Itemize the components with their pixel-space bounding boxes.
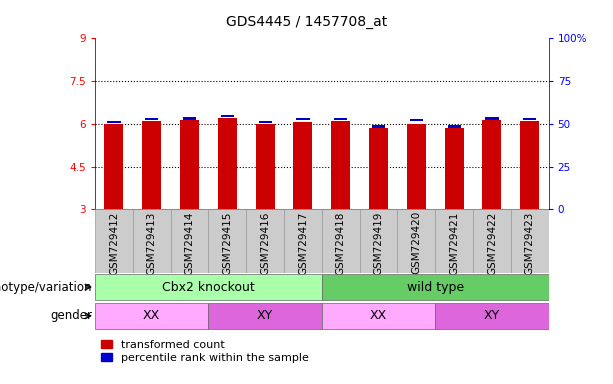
Bar xyxy=(322,274,549,300)
Text: GSM729422: GSM729422 xyxy=(487,211,497,275)
Text: GSM729423: GSM729423 xyxy=(525,211,535,275)
Bar xyxy=(331,121,350,209)
Bar xyxy=(221,115,234,117)
Bar xyxy=(246,209,284,273)
Text: GSM729419: GSM729419 xyxy=(373,211,384,275)
Bar xyxy=(170,209,208,273)
Bar xyxy=(447,125,461,127)
Bar xyxy=(409,119,423,121)
Bar xyxy=(208,209,246,273)
Text: GSM729416: GSM729416 xyxy=(260,211,270,275)
Bar xyxy=(473,209,511,273)
Bar xyxy=(520,121,539,209)
Text: gender: gender xyxy=(50,310,92,322)
Text: GSM729420: GSM729420 xyxy=(411,211,421,275)
Bar xyxy=(95,209,133,273)
Text: GSM729412: GSM729412 xyxy=(109,211,119,275)
Bar xyxy=(95,274,322,300)
Bar xyxy=(107,121,121,123)
Text: wild type: wild type xyxy=(406,281,464,293)
Bar xyxy=(369,128,388,209)
Bar xyxy=(322,303,435,329)
Bar xyxy=(296,118,310,121)
Text: GSM729418: GSM729418 xyxy=(336,211,346,275)
Bar xyxy=(334,118,348,121)
Text: XX: XX xyxy=(143,310,161,322)
Text: GDS4445 / 1457708_at: GDS4445 / 1457708_at xyxy=(226,15,387,29)
Bar xyxy=(218,118,237,209)
Bar xyxy=(523,118,536,121)
Bar xyxy=(397,209,435,273)
Text: XY: XY xyxy=(484,310,500,322)
Bar xyxy=(294,122,313,209)
Bar xyxy=(372,125,385,127)
Bar xyxy=(360,209,397,273)
Bar xyxy=(435,209,473,273)
Bar xyxy=(482,119,501,209)
Bar xyxy=(142,121,161,209)
Legend: transformed count, percentile rank within the sample: transformed count, percentile rank withi… xyxy=(101,339,308,363)
Bar xyxy=(133,209,170,273)
Bar xyxy=(256,124,275,209)
Text: Cbx2 knockout: Cbx2 knockout xyxy=(162,281,255,293)
Bar xyxy=(435,303,549,329)
Bar xyxy=(259,121,272,123)
Bar xyxy=(485,117,498,119)
Bar xyxy=(511,209,549,273)
Bar xyxy=(183,117,196,119)
Bar xyxy=(407,124,426,209)
Text: GSM729414: GSM729414 xyxy=(185,211,194,275)
Bar xyxy=(180,119,199,209)
Text: GSM729417: GSM729417 xyxy=(298,211,308,275)
Bar xyxy=(284,209,322,273)
Bar xyxy=(322,209,360,273)
Bar xyxy=(104,124,123,209)
Text: XX: XX xyxy=(370,310,387,322)
Bar xyxy=(444,128,463,209)
Bar xyxy=(95,303,208,329)
Text: genotype/variation: genotype/variation xyxy=(0,281,92,293)
Bar xyxy=(145,118,158,121)
Bar xyxy=(208,303,322,329)
Text: XY: XY xyxy=(257,310,273,322)
Text: GSM729415: GSM729415 xyxy=(223,211,232,275)
Text: GSM729413: GSM729413 xyxy=(147,211,157,275)
Text: GSM729421: GSM729421 xyxy=(449,211,459,275)
